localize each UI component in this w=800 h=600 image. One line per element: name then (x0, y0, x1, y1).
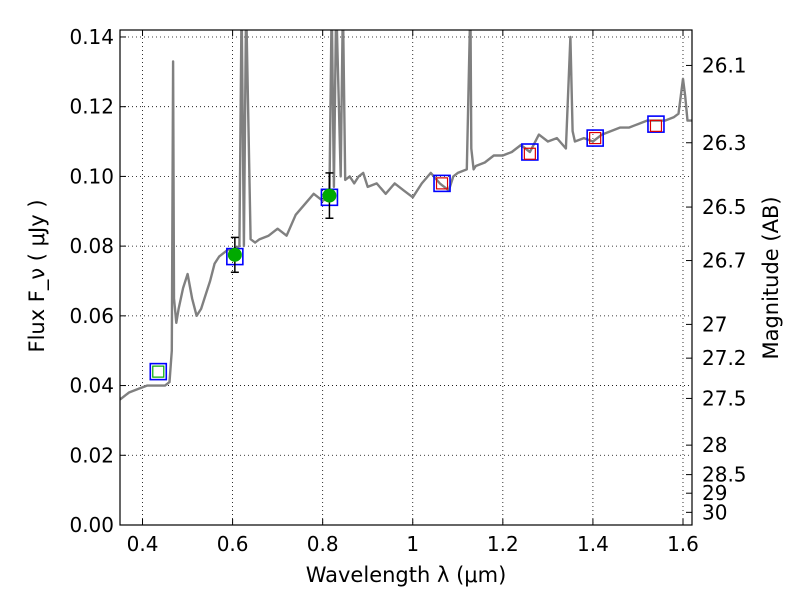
magnitude-tick-label: 26.1 (702, 53, 747, 77)
magnitude-tick-label: 26.3 (702, 131, 747, 155)
magnitude-tick-label: 30 (702, 500, 727, 524)
x-tick-label: 0.6 (217, 532, 249, 556)
y-tick-label: 0.00 (69, 513, 114, 537)
model-square (521, 143, 539, 161)
plot-frame (119, 29, 693, 526)
model-square (433, 174, 451, 193)
model-square (647, 115, 665, 133)
y-axis: 0.00 0.02 0.04 0.06 0.08 0.10 0.12 0.14 (69, 25, 126, 537)
x-axis: 0.4 0.6 0.8 1 1.2 1.4 1.6 (127, 30, 699, 556)
y-tick-label: 0.06 (69, 304, 114, 328)
magnitude-axis-label: Magnitude (AB) (759, 196, 783, 359)
magnitude-tick-label: 27.2 (702, 346, 747, 370)
y-tick-label: 0.04 (69, 374, 114, 398)
x-axis-label: Wavelength λ (μm) (306, 563, 507, 587)
filter-square (152, 365, 165, 378)
model-square (586, 129, 604, 147)
observed-point (227, 247, 242, 262)
x-tick-label: 1 (406, 532, 419, 556)
spectrum-line (120, 30, 692, 401)
filter-square (523, 147, 536, 160)
x-tick-label: 0.8 (307, 532, 339, 556)
x-tick-label: 0.4 (127, 532, 159, 556)
y-tick-label: 0.02 (69, 443, 114, 467)
magnitude-tick-label: 26.7 (702, 249, 747, 273)
x-tick-label: 1.6 (667, 532, 699, 556)
filter-square (589, 131, 602, 145)
magnitude-tick-label: 27.5 (702, 386, 747, 410)
y-tick-label: 0.08 (69, 234, 114, 258)
magnitude-tick-label: 27 (702, 312, 727, 336)
plot-area (120, 30, 692, 401)
magnitude-tick-label: 29 (702, 481, 727, 505)
magnitude-tick-label: 28.5 (702, 463, 747, 487)
model-square (149, 362, 168, 381)
x-tick-label: 1.4 (577, 532, 609, 556)
y-tick-label: 0.12 (69, 95, 114, 119)
magnitude-tick-label: 26.5 (702, 195, 747, 219)
y-tick-label: 0.10 (69, 164, 114, 188)
y-tick-label: 0.14 (69, 25, 114, 49)
observed-point (322, 188, 337, 203)
grid (120, 30, 692, 526)
y-axis-label: Flux F_ν ( μJy ) (25, 199, 50, 352)
magnitude-tick-label: 28 (702, 433, 727, 457)
x-tick-label: 1.2 (487, 532, 519, 556)
filter-square (649, 119, 663, 132)
filter-square (435, 177, 449, 190)
